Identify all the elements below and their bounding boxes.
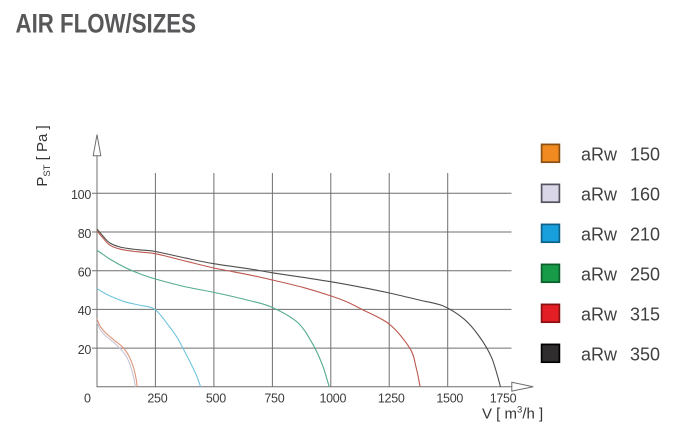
svg-text:aRw: aRw — [581, 265, 618, 285]
svg-text:1000: 1000 — [319, 392, 346, 406]
svg-text:100: 100 — [71, 188, 91, 202]
svg-text:aRw: aRw — [581, 145, 618, 165]
svg-text:PST [ Pa ]: PST [ Pa ] — [34, 125, 53, 186]
svg-text:AIR FLOW/SIZES: AIR FLOW/SIZES — [16, 8, 197, 38]
svg-text:350: 350 — [630, 345, 660, 365]
svg-text:60: 60 — [78, 266, 92, 280]
svg-text:1250: 1250 — [378, 392, 405, 406]
svg-text:20: 20 — [78, 343, 92, 357]
svg-text:150: 150 — [630, 145, 660, 165]
svg-text:1500: 1500 — [436, 392, 463, 406]
svg-text:315: 315 — [630, 305, 660, 325]
svg-text:250: 250 — [630, 265, 660, 285]
svg-text:210: 210 — [630, 225, 660, 245]
svg-text:1750: 1750 — [490, 392, 517, 406]
svg-text:V [ m3/h ]: V [ m3/h ] — [482, 404, 543, 422]
svg-text:40: 40 — [78, 304, 92, 318]
svg-text:250: 250 — [147, 392, 167, 406]
svg-text:aRw: aRw — [581, 345, 618, 365]
svg-text:aRw: aRw — [581, 305, 618, 325]
svg-text:750: 750 — [264, 392, 284, 406]
svg-text:aRw: aRw — [581, 225, 618, 245]
svg-text:0: 0 — [84, 392, 91, 406]
svg-text:aRw: aRw — [581, 185, 618, 205]
svg-text:160: 160 — [630, 185, 660, 205]
svg-text:80: 80 — [78, 227, 92, 241]
svg-text:500: 500 — [206, 392, 226, 406]
